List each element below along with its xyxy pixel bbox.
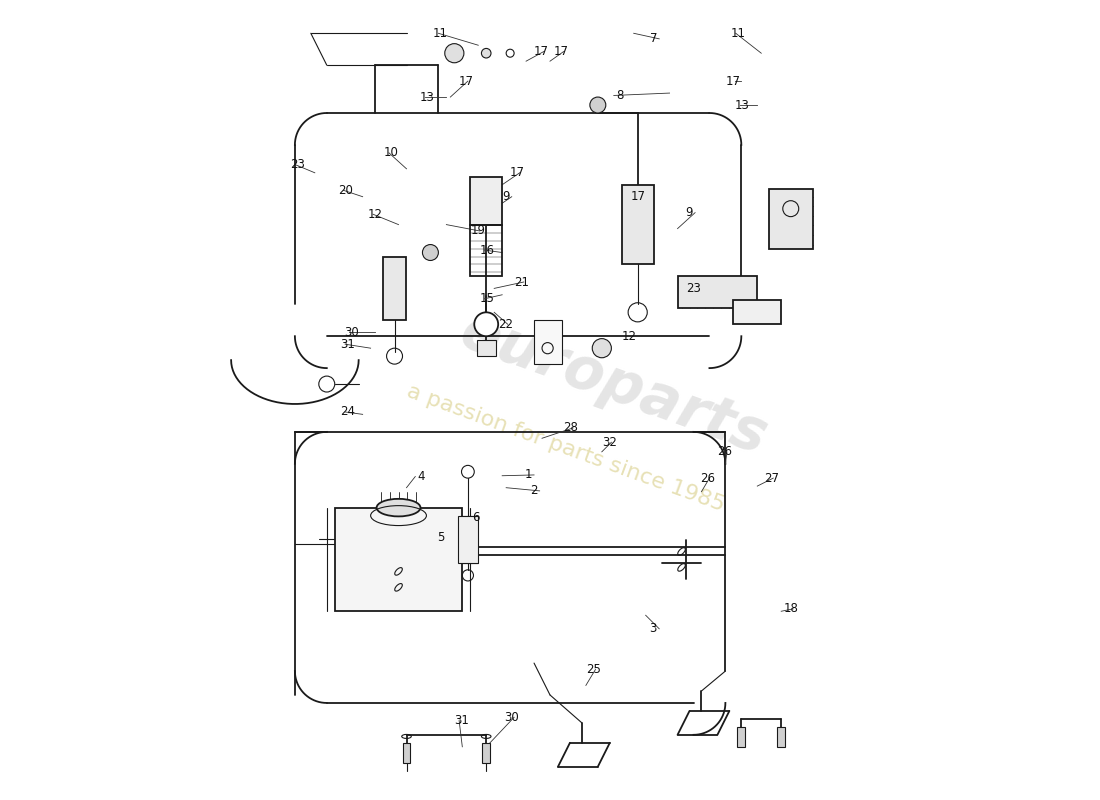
Circle shape <box>462 466 474 478</box>
Bar <box>621 185 653 265</box>
Text: 16: 16 <box>480 244 494 257</box>
Text: 13: 13 <box>419 90 435 103</box>
Text: 30: 30 <box>505 710 519 724</box>
Bar <box>737 727 746 746</box>
Text: 26: 26 <box>700 472 715 485</box>
Text: 13: 13 <box>735 98 749 111</box>
Text: 11: 11 <box>433 26 448 40</box>
Bar <box>383 257 407 320</box>
Text: 28: 28 <box>563 422 579 434</box>
Text: 6: 6 <box>472 511 480 525</box>
Text: 21: 21 <box>514 275 529 289</box>
Text: 4: 4 <box>417 470 425 483</box>
Text: 31: 31 <box>454 714 469 727</box>
Text: 23: 23 <box>686 282 702 295</box>
Text: 9: 9 <box>503 190 509 203</box>
Text: 23: 23 <box>290 158 306 171</box>
Bar <box>678 277 757 308</box>
Text: 17: 17 <box>510 166 525 179</box>
Circle shape <box>482 49 491 58</box>
Text: europarts: europarts <box>452 302 776 466</box>
Text: 30: 30 <box>344 326 359 338</box>
Bar <box>734 300 781 324</box>
Text: 5: 5 <box>438 530 444 544</box>
Text: 26: 26 <box>717 446 733 458</box>
Text: 12: 12 <box>367 208 383 221</box>
Text: 7: 7 <box>650 32 657 46</box>
Text: 27: 27 <box>763 472 779 485</box>
Ellipse shape <box>376 499 420 516</box>
Text: 17: 17 <box>535 45 549 58</box>
Text: 17: 17 <box>630 190 646 203</box>
Text: 9: 9 <box>685 206 693 219</box>
Bar <box>476 340 496 356</box>
Text: 3: 3 <box>650 622 657 635</box>
Text: 24: 24 <box>340 406 354 418</box>
Text: 8: 8 <box>616 89 624 102</box>
Bar <box>535 320 562 364</box>
Bar <box>471 177 503 225</box>
Bar <box>403 743 410 762</box>
Bar <box>778 727 785 746</box>
Text: 1: 1 <box>525 469 532 482</box>
Circle shape <box>590 97 606 113</box>
Text: 22: 22 <box>498 318 514 330</box>
Text: 25: 25 <box>586 663 601 676</box>
Text: 12: 12 <box>621 330 637 342</box>
Text: 17: 17 <box>459 74 473 88</box>
Text: 20: 20 <box>338 184 353 197</box>
Circle shape <box>444 44 464 62</box>
Circle shape <box>592 338 612 358</box>
Text: 2: 2 <box>530 484 538 498</box>
Circle shape <box>474 312 498 336</box>
Bar <box>334 508 462 611</box>
Circle shape <box>422 245 439 261</box>
Text: 15: 15 <box>480 292 494 306</box>
Text: 31: 31 <box>340 338 354 350</box>
Bar <box>769 189 813 249</box>
Text: 32: 32 <box>602 436 617 449</box>
Bar <box>482 743 491 762</box>
Bar <box>471 225 503 277</box>
Text: 18: 18 <box>783 602 799 615</box>
Text: 19: 19 <box>471 225 485 238</box>
Text: 10: 10 <box>384 146 398 159</box>
Text: a passion for parts since 1985: a passion for parts since 1985 <box>404 381 727 515</box>
Bar <box>459 515 478 563</box>
Text: 17: 17 <box>725 74 740 88</box>
Text: 17: 17 <box>554 45 569 58</box>
Text: 11: 11 <box>730 26 746 40</box>
